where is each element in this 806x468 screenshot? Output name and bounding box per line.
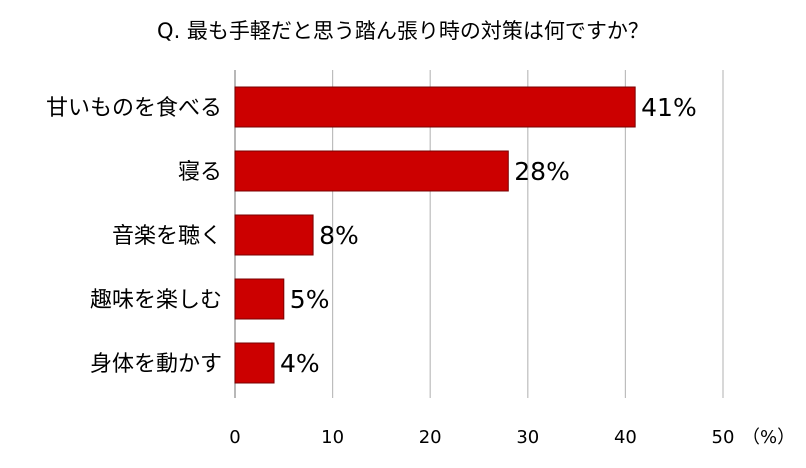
x-tick-label: 10 <box>321 427 344 448</box>
value-label: 5% <box>290 285 330 314</box>
category-label: 身体を動かす <box>90 352 222 377</box>
bar <box>234 86 636 128</box>
x-tick-label: 50 <box>712 427 735 448</box>
chart-title: Q. 最も手軽だと思う踏ん張り時の対策は何ですか？ <box>157 19 649 43</box>
bar <box>234 150 509 192</box>
x-tick-label: 20 <box>419 427 442 448</box>
bars <box>234 86 636 384</box>
x-unit-label: （%） <box>742 427 795 448</box>
bar <box>234 278 285 320</box>
value-label: 8% <box>319 221 359 250</box>
x-axis: 0 10 20 30 40 50 （%） <box>229 427 795 448</box>
bar <box>234 214 314 256</box>
value-label: 4% <box>280 349 320 378</box>
value-label: 28% <box>514 157 570 186</box>
bar <box>234 342 275 384</box>
x-tick-label: 0 <box>229 427 240 448</box>
category-label: 寝る <box>178 160 222 185</box>
category-label: 音楽を聴く <box>112 224 222 249</box>
x-tick-label: 30 <box>516 427 539 448</box>
labels: 甘いものを食べる 41% 寝る 28% 音楽を聴く 8% 趣味を楽しむ 5% 身体を動かす 4% <box>46 93 697 378</box>
category-label: 甘いものを食べる <box>46 96 222 121</box>
category-label: 趣味を楽しむ <box>90 288 222 313</box>
x-tick-label: 40 <box>614 427 637 448</box>
value-label: 41% <box>641 93 697 122</box>
